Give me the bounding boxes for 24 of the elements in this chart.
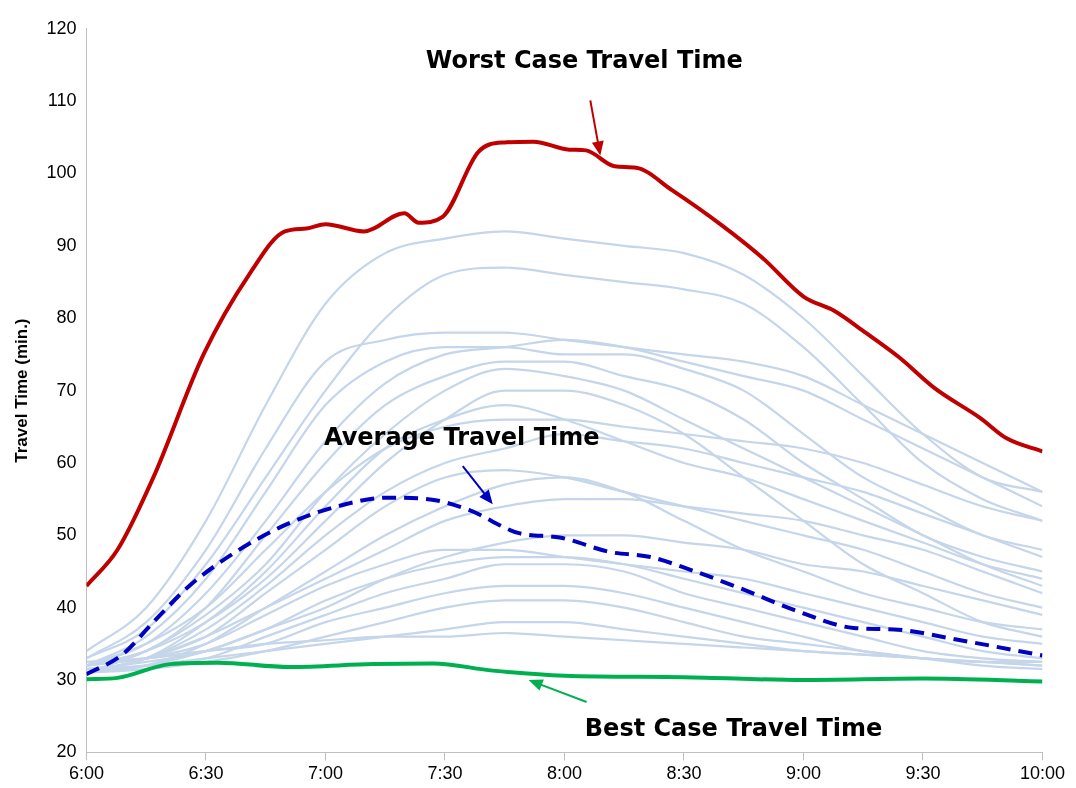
annotation: Average Travel Time (323, 423, 600, 452)
y-tick-label: 70 (56, 379, 77, 400)
y-axis-title: Travel Time (min.) (11, 318, 31, 463)
x-tick-label: 8:30 (666, 763, 702, 784)
y-tick-label: 80 (56, 307, 77, 328)
x-tick-label: 6:00 (68, 763, 104, 784)
y-tick-label: 100 (46, 162, 77, 183)
y-tick-label: 110 (47, 90, 77, 111)
y-tick-label: 90 (56, 234, 77, 255)
x-tick-label: 9:30 (905, 763, 941, 784)
x-tick-label: 9:00 (785, 763, 821, 784)
y-tick-label: 40 (56, 596, 77, 617)
y-tick-label: 30 (56, 669, 77, 690)
annotation: Worst Case Travel Time (425, 45, 743, 74)
y-tick-label: 60 (56, 451, 77, 472)
y-tick-label: 120 (46, 17, 77, 38)
x-tick-label: 10:00 (1019, 763, 1065, 784)
annotation: Best Case Travel Time (584, 714, 883, 743)
y-tick-label: 20 (56, 741, 77, 762)
y-tick-label: 50 (56, 524, 77, 545)
x-tick-label: 8:00 (546, 763, 582, 784)
x-tick-label: 6:30 (188, 763, 224, 784)
x-tick-label: 7:00 (307, 763, 343, 784)
x-tick-label: 7:30 (427, 763, 463, 784)
